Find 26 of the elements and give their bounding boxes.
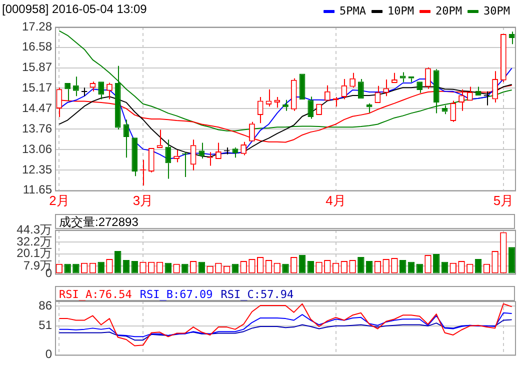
legend-label: 30PM bbox=[484, 4, 510, 18]
y-tick-label: 12.35 bbox=[22, 162, 52, 176]
series-label: RSI_A:76.54 bbox=[59, 288, 132, 301]
y-tick-label: 15.17 bbox=[22, 80, 52, 95]
x-tick-label: 4月 bbox=[326, 192, 346, 208]
y-tick-label: 13.06 bbox=[22, 142, 52, 156]
x-tick-label: 3月 bbox=[132, 192, 154, 208]
y-tick-label: 13.76 bbox=[22, 121, 52, 136]
text: RSI_C:57.94 bbox=[220, 288, 294, 301]
y-tick-label: 51 bbox=[38, 318, 52, 332]
y-tick-label: 0 bbox=[45, 347, 52, 362]
y-tick-label: 44.3万 bbox=[16, 222, 52, 236]
text: RSI_B:67.09 bbox=[140, 288, 213, 301]
y-tick-label: 15.87 bbox=[22, 60, 52, 74]
legend-label: 10PM bbox=[388, 4, 414, 18]
chart-title: [000958] 2016-05-04 13:09 bbox=[2, 2, 147, 16]
y-tick-label: 20.1万 bbox=[16, 246, 52, 260]
y-tick-label: 14.47 bbox=[22, 100, 52, 115]
y-tick-label: 16.58 bbox=[22, 40, 52, 54]
legend-label: 20PM bbox=[436, 4, 462, 18]
legend-label: 5PMA bbox=[340, 4, 366, 18]
y-tick-label: 17.28 bbox=[22, 19, 52, 34]
x-tick-label: 5月 bbox=[493, 192, 514, 208]
chart-title: 成交量:272893 bbox=[59, 215, 138, 229]
y-tick-label: 32.2万 bbox=[16, 234, 52, 248]
y-tick-label: 86 bbox=[38, 298, 52, 312]
